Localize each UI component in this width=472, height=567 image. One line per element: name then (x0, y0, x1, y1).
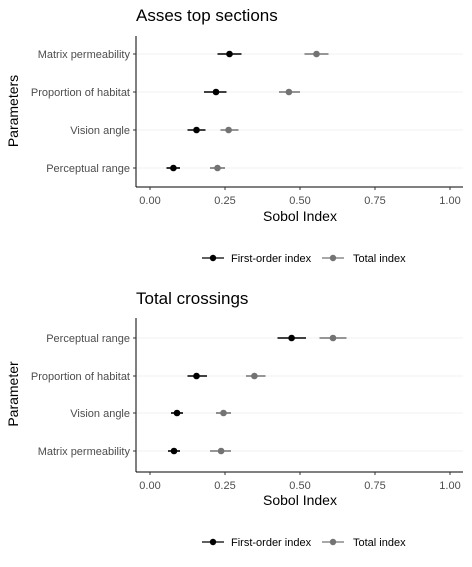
chart-1-gridlines (137, 53, 463, 169)
chart-2-x-tick-label-3: 0.75 (364, 480, 385, 492)
chart-2-x-tick-label-1: 0.25 (214, 480, 235, 492)
chart-1-first-order-index-vision-angle-point (193, 126, 200, 134)
chart-1-x-tick-label-1: 0.25 (214, 195, 235, 207)
chart-1-total-index-proportion-of-habitat-point (285, 88, 293, 96)
chart-1-perceptual-range-tick-label: Perceptual range (46, 163, 130, 175)
chart-2-legend: First-order index Total index (202, 537, 406, 549)
chart-2-total-index-matrix-permeability-point (217, 447, 225, 455)
chart-1-x-ticks: 0.00 0.25 0.50 0.75 1.00 (139, 187, 461, 207)
chart-2-x-ticks: 0.00 0.25 0.50 0.75 1.00 (139, 472, 461, 492)
chart-2-x-tick-label-4: 1.00 (439, 480, 460, 492)
chart-2-x-tick-label-0: 0.00 (139, 480, 160, 492)
chart-1-legend-label-first-order: First-order index (231, 253, 312, 265)
chart-2-first-order-index-vision-angle-point (173, 409, 181, 417)
chart-2-marks (168, 334, 347, 455)
chart-1-x-tick-label-3: 0.75 (364, 195, 385, 207)
chart-1-total-index-vision-angle-point (225, 126, 232, 134)
chart-2-first-order-index-matrix-permeability-point (170, 447, 178, 455)
chart-1-x-tick-label-2: 0.50 (289, 195, 310, 207)
chart-1-legend: First-order index Total index (202, 253, 406, 265)
chart-1-legend-marker-first-order (209, 254, 217, 262)
chart-1-legend-marker-total (329, 254, 337, 262)
chart-2-first-order-index-perceptual-range-point (288, 334, 295, 342)
chart-2-legend-label-first-order: First-order index (231, 537, 312, 549)
chart-1-marks (166, 50, 329, 172)
chart-1-total-index-matrix-permeability-point (313, 50, 320, 58)
chart-2-legend-marker-total (329, 538, 337, 546)
chart-1-first-order-index-perceptual-range-point (170, 164, 177, 172)
chart-2-y-ticks: Perceptual range Proportion of habitat Vis… (31, 333, 136, 458)
chart-1-y-ticks: Matrix permeability Proportion of habitat… (31, 49, 136, 175)
chart-1-first-order-index-proportion-of-habitat-point (212, 88, 220, 96)
chart-1-first-order-index-matrix-permeability-point (226, 50, 233, 58)
chart-2-title: Total crossings (136, 289, 248, 308)
chart-1-legend-label-total: Total index (353, 253, 406, 265)
chart-1-x-tick-label-0: 0.00 (139, 195, 160, 207)
chart-1-matrix-permeability-tick-label: Matrix permeability (38, 49, 131, 61)
chart-1-x-axis-title: Sobol Index (263, 208, 337, 224)
chart-2-y-axis-title: Parameter (5, 361, 21, 427)
chart-panel-2: Total crossings Parameter Perceptual ran… (5, 289, 463, 549)
chart-1-proportion-of-habitat-tick-label: Proportion of habitat (31, 87, 130, 99)
chart-1-title: Asses top sections (136, 6, 278, 25)
chart-2-first-order-index-proportion-of-habitat-point (193, 372, 200, 380)
chart-2-total-index-vision-angle-point (220, 409, 227, 417)
chart-2-total-index-proportion-of-habitat-point (251, 372, 258, 380)
chart-panel-1: Asses top sections Parameters Matrix per… (5, 6, 463, 265)
chart-2-vision-angle-tick-label: Vision angle (70, 408, 130, 420)
chart-2-matrix-permeability-tick-label: Matrix permeability (38, 446, 131, 458)
chart-2-perceptual-range-tick-label: Perceptual range (46, 333, 130, 345)
chart-2-legend-marker-first-order (209, 538, 217, 546)
chart-2-proportion-of-habitat-tick-label: Proportion of habitat (31, 371, 130, 383)
chart-2-total-index-perceptual-range-point (329, 334, 337, 342)
chart-2-gridlines (137, 337, 463, 452)
chart-2-x-tick-label-2: 0.50 (289, 480, 310, 492)
chart-1-x-tick-label-4: 1.00 (439, 195, 460, 207)
chart-2-legend-label-total: Total index (353, 537, 406, 549)
chart-1-y-axis-title: Parameters (5, 75, 21, 147)
chart-1-vision-angle-tick-label: Vision angle (70, 125, 130, 137)
chart-1-total-index-perceptual-range-point (214, 164, 221, 172)
chart-2-x-axis-title: Sobol Index (263, 492, 337, 508)
